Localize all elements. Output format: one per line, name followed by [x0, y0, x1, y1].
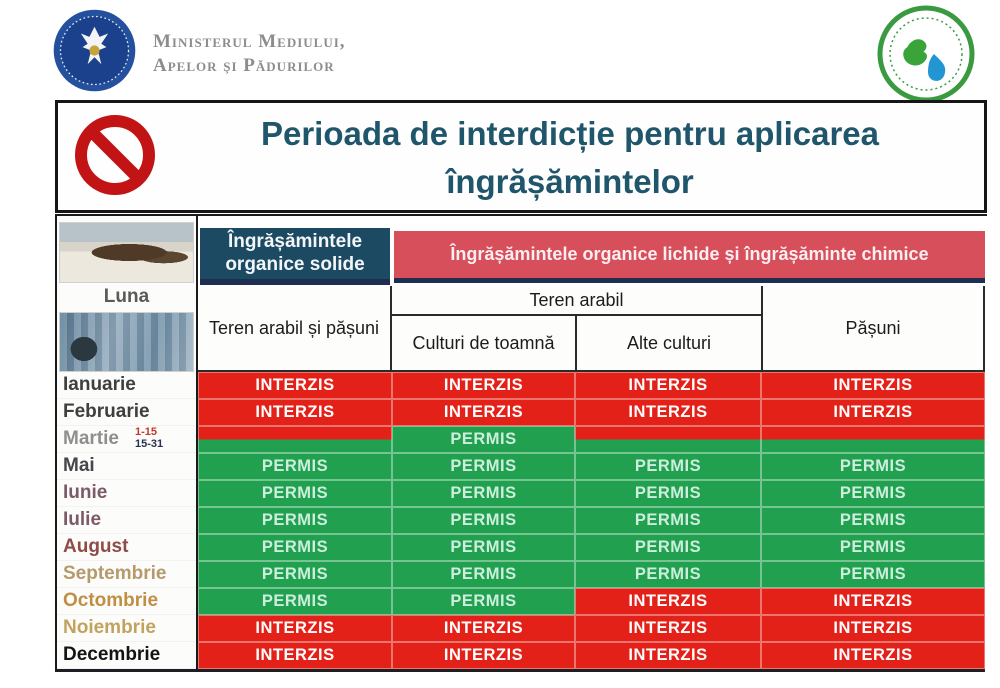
month-label: Noiembrie: [57, 615, 196, 642]
value-cell: INTERZIS: [392, 642, 575, 669]
value-cell: INTERZIS: [392, 399, 575, 426]
value-cell: PERMIS: [392, 588, 575, 615]
value-cell: INTERZIS: [575, 588, 761, 615]
month-label: Mai: [57, 453, 196, 480]
month-label: Martie 1-15 15-31: [57, 426, 196, 453]
environment-agency-logo: [877, 5, 975, 103]
month-rows: Ianuarie Februarie Martie 1-15 15-31 Mai Iunie…: [57, 372, 196, 669]
value-cell: INTERZIS: [198, 399, 392, 426]
slurry-tank-photo: [59, 312, 194, 372]
month-label: Februarie: [57, 399, 196, 426]
month-label: Octombrie: [57, 588, 196, 615]
month-column: Luna Ianuarie Februarie Martie 1-15 15-31 Mai…: [55, 216, 198, 672]
value-cell: PERMIS: [198, 480, 392, 507]
value-cell: PERMIS: [761, 561, 985, 588]
month-column-header: Luna: [103, 286, 150, 307]
value-cell: INTERZIS: [761, 588, 985, 615]
header-organic-liquid-chemical: Îngrășămintele organice lichide și îngră…: [394, 231, 985, 283]
subheader-other-crops: Alte culturi: [577, 316, 763, 370]
month-label: Iunie: [57, 480, 196, 507]
title-box: Perioada de interdicție pentru aplicarea…: [55, 100, 987, 213]
value-cell: PERMIS: [392, 480, 575, 507]
value-cell: INTERZIS: [761, 615, 985, 642]
month-label: Iulie: [57, 507, 196, 534]
value-grid: INTERZIS INTERZIS INTERZIS INTERZIS INTERZIS…: [198, 372, 985, 672]
month-sublabel: 1-15 15-31: [134, 426, 164, 450]
value-cell: PERMIS: [575, 534, 761, 561]
value-cell: PERMIS: [761, 534, 985, 561]
month-label: Decembrie: [57, 642, 196, 669]
value-cell: PERMIS: [392, 426, 575, 453]
value-cell: PERMIS: [392, 534, 575, 561]
value-cell: PERMIS: [575, 480, 761, 507]
page-title-line1: Perioada de interdicție pentru aplicarea: [260, 114, 880, 152]
value-cell: PERMIS: [575, 453, 761, 480]
value-cell: INTERZIS: [575, 399, 761, 426]
month-label: Septembrie: [57, 561, 196, 588]
value-cell: PERMIS: [198, 534, 392, 561]
value-cell: PERMIS: [575, 561, 761, 588]
subheader-row: Teren arabil și pășuni Teren arabil Cult…: [198, 286, 985, 372]
value-cell: [761, 426, 985, 453]
manure-field-photo: [59, 222, 194, 283]
value-cell: PERMIS: [198, 453, 392, 480]
table-top-border: [55, 214, 987, 216]
value-cell: INTERZIS: [198, 372, 392, 399]
value-cell: PERMIS: [761, 507, 985, 534]
month-label: August: [57, 534, 196, 561]
ministry-line2: Apelor şi Pădurilor: [153, 54, 335, 76]
value-cell: PERMIS: [198, 507, 392, 534]
subheader-autumn-crops: Culturi de toamnă: [392, 316, 577, 370]
value-cell: PERMIS: [761, 480, 985, 507]
prohibition-icon: [75, 115, 155, 195]
month-label: Ianuarie: [57, 372, 196, 399]
page-title: Perioada de interdicție pentru aplicarea…: [168, 109, 972, 206]
value-cell: INTERZIS: [761, 642, 985, 669]
value-cell: PERMIS: [392, 561, 575, 588]
value-cell: INTERZIS: [392, 372, 575, 399]
value-cell: INTERZIS: [198, 615, 392, 642]
value-cell: INTERZIS: [575, 372, 761, 399]
subheader-arable-and-pasture: Teren arabil și pășuni: [198, 286, 392, 370]
value-cell: PERMIS: [761, 453, 985, 480]
ministry-name: Ministerul Mediului, Apelor şi Pădurilor: [153, 30, 346, 78]
value-cell: PERMIS: [392, 507, 575, 534]
subheader-pasture: Pășuni: [763, 286, 985, 370]
value-cell: [198, 426, 392, 453]
page-title-line2: îngrășămintelor: [446, 162, 694, 200]
ministry-line1: Ministerul Mediului,: [153, 31, 346, 52]
value-cell: INTERZIS: [761, 399, 985, 426]
value-cell: PERMIS: [392, 453, 575, 480]
header-organic-solid: Îngrășămintele organice solide: [200, 228, 390, 285]
subheader-arable: Teren arabil: [392, 286, 763, 316]
value-cell: PERMIS: [575, 507, 761, 534]
value-cell: PERMIS: [198, 588, 392, 615]
value-cell: INTERZIS: [575, 642, 761, 669]
government-of-romania-logo: [53, 9, 136, 92]
value-cell: [575, 426, 761, 453]
value-cell: PERMIS: [198, 561, 392, 588]
value-cell: INTERZIS: [761, 372, 985, 399]
value-cell: INTERZIS: [575, 615, 761, 642]
value-cell: INTERZIS: [198, 642, 392, 669]
value-cell: INTERZIS: [392, 615, 575, 642]
